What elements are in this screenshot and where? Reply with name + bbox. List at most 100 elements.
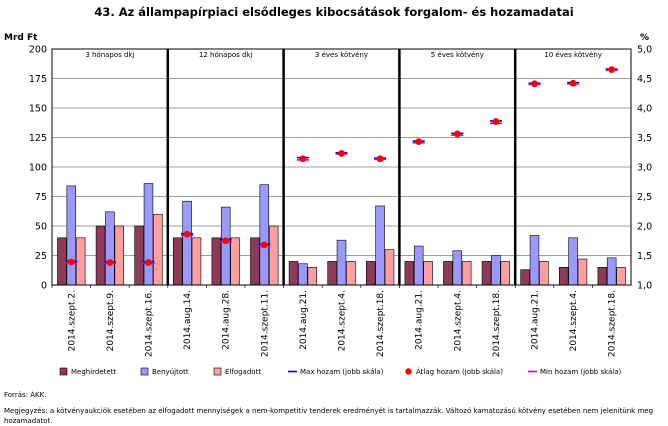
avg-yield-marker bbox=[531, 80, 538, 88]
legend-swatch bbox=[405, 368, 412, 375]
bar-benyújtott bbox=[182, 200, 192, 286]
x-tick-label: 2014.szept.9. bbox=[106, 290, 116, 351]
bar-elfogadott bbox=[191, 237, 202, 286]
left-tick-label: 100 bbox=[29, 163, 47, 174]
bar-elfogadott bbox=[500, 261, 511, 286]
bars bbox=[57, 183, 626, 286]
avg-yield-marker bbox=[569, 79, 577, 87]
right-tick-label: 2,0 bbox=[637, 222, 652, 233]
avg-yield-marker bbox=[415, 138, 423, 146]
bar-elfogadott bbox=[75, 237, 86, 286]
bar-meghirdetett bbox=[327, 261, 337, 286]
x-tick-label: 2014.szept.18. bbox=[492, 290, 502, 357]
bar-elfogadott bbox=[539, 261, 549, 286]
left-tick-label: 125 bbox=[29, 133, 47, 144]
legend-swatch bbox=[59, 367, 68, 376]
x-axis-labels: 2014.szept.2. 2014.szept.9. 2014.szept.16.… bbox=[51, 285, 618, 357]
bar-meghirdetett bbox=[520, 269, 530, 286]
bar-meghirdetett bbox=[288, 261, 299, 286]
plot-frame bbox=[51, 48, 632, 286]
bar-elfogadott bbox=[230, 237, 240, 286]
x-tick-label: 2014.aug.21. bbox=[299, 290, 309, 350]
avg-yield-marker bbox=[376, 155, 384, 163]
legend-label: Meghirdetett bbox=[71, 368, 116, 376]
bar-benyújtott bbox=[66, 185, 77, 286]
bar-meghirdetett bbox=[597, 266, 608, 286]
bar-benyújtott bbox=[105, 211, 115, 286]
right-tick-label: 2,5 bbox=[637, 192, 652, 203]
avg-yield-marker bbox=[106, 259, 114, 266]
avg-yield-marker bbox=[608, 66, 616, 74]
bar-meghirdetett bbox=[95, 225, 106, 286]
legend-label: Átlag hozam (jobb skála) bbox=[416, 367, 503, 376]
bar-benyújtott bbox=[413, 245, 424, 286]
right-tick-label: 3,5 bbox=[637, 133, 652, 144]
avg-yield-marker bbox=[453, 130, 461, 138]
x-tick-label: 2014.szept.4. bbox=[453, 290, 463, 351]
group-label: 12 hónapos dkj bbox=[199, 51, 253, 59]
legend-swatch bbox=[213, 367, 222, 376]
x-tick-label: 2014.aug.14. bbox=[183, 290, 193, 350]
bar-elfogadott bbox=[384, 249, 395, 286]
legend-label: Min hozam (jobb skála) bbox=[540, 368, 622, 376]
bar-benyújtott bbox=[220, 206, 231, 286]
bar-elfogadott bbox=[114, 225, 125, 286]
left-tick-label: 175 bbox=[29, 74, 47, 85]
legend-swatch bbox=[140, 367, 149, 376]
x-tick-label: 2014.szept.18. bbox=[608, 290, 618, 357]
bar-meghirdetett bbox=[481, 261, 492, 286]
avg-yield-marker bbox=[492, 118, 500, 125]
avg-yield-marker bbox=[67, 258, 75, 266]
right-tick-label: 3,0 bbox=[637, 163, 652, 174]
left-tick-label: 50 bbox=[35, 222, 47, 233]
bar-benyújtott bbox=[143, 183, 154, 286]
bar-benyújtott bbox=[529, 235, 540, 286]
legend: Meghirdetett Benyújtott Elfogadott Max hoza… bbox=[59, 367, 622, 376]
bar-benyújtott bbox=[568, 237, 578, 286]
bar-benyújtott bbox=[298, 263, 308, 286]
avg-yield-marker bbox=[145, 259, 152, 266]
x-tick-label: 2014.szept.11. bbox=[260, 290, 270, 357]
left-tick-label: 150 bbox=[29, 104, 47, 115]
bar-meghirdetett bbox=[443, 261, 453, 286]
right-tick-label: 4,5 bbox=[637, 74, 652, 85]
bar-meghirdetett bbox=[404, 261, 415, 286]
chart: 43. Az állampapírpiaci elsődleges kibocs… bbox=[4, 5, 652, 376]
avg-yield-marker bbox=[260, 241, 268, 249]
bar-benyújtott bbox=[259, 184, 270, 286]
x-tick-label: 2014.szept.18. bbox=[376, 290, 386, 357]
plot-border bbox=[51, 48, 632, 286]
bar-meghirdetett bbox=[365, 261, 376, 286]
bar-meghirdetett bbox=[250, 237, 260, 286]
bar-benyújtott bbox=[491, 255, 501, 286]
bar-meghirdetett bbox=[558, 266, 569, 286]
yield-markers bbox=[65, 66, 618, 266]
avg-yield-marker bbox=[222, 237, 230, 245]
bar-elfogadott bbox=[153, 213, 163, 286]
group-labels: 3 hónapos dkj 12 hónapos dkj 3 éves kötvén… bbox=[85, 51, 602, 59]
bar-meghirdetett bbox=[134, 225, 144, 286]
x-tick-label: 2014.aug.28. bbox=[222, 290, 232, 350]
x-tick-label: 2014.szept.4. bbox=[338, 290, 348, 351]
bar-meghirdetett bbox=[57, 237, 67, 286]
right-tick-label: 5,0 bbox=[637, 45, 652, 56]
right-tick-label: 4,0 bbox=[637, 104, 652, 115]
group-label: 10 éves kötvény bbox=[544, 51, 602, 59]
x-tick-label: 2014.aug.21. bbox=[415, 290, 425, 350]
left-tick-label: 0 bbox=[41, 281, 47, 292]
source-note: Forrás: ÁKK. bbox=[4, 391, 47, 399]
right-axis-unit: % bbox=[640, 33, 649, 43]
chart-title: 43. Az állampapírpiaci elsődleges kibocs… bbox=[94, 5, 573, 19]
bar-elfogadott bbox=[616, 266, 626, 286]
bar-elfogadott bbox=[461, 261, 472, 286]
group-separators bbox=[166, 49, 517, 285]
y-axis-ticks: 0 1,0 25 1,5 50 2,0 75 2,5 100 3,0 125 3,5 150 4,0 175… bbox=[29, 45, 652, 292]
legend-label: Max hozam (jobb skála) bbox=[300, 368, 384, 376]
x-tick-label: 2014.aug.21. bbox=[531, 290, 541, 350]
x-tick-label: 2014.szept.2. bbox=[67, 290, 77, 351]
right-tick-label: 1,5 bbox=[637, 251, 652, 262]
legend-label: Benyújtott bbox=[152, 368, 189, 376]
bar-meghirdetett bbox=[172, 237, 183, 286]
legend-label: Elfogadott bbox=[225, 368, 261, 376]
left-tick-label: 25 bbox=[35, 251, 47, 262]
